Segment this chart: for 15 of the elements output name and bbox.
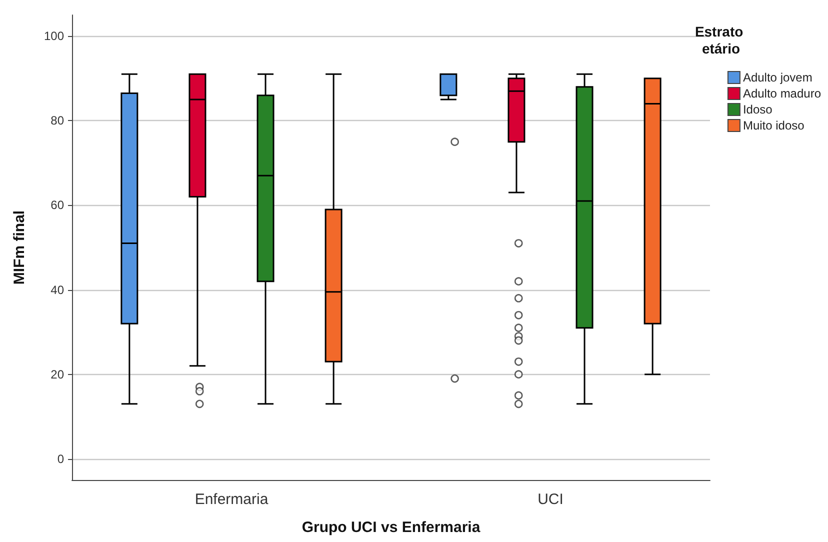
x-tick-label: Enfermaria: [194, 491, 269, 508]
legend-label: Muito idoso: [742, 118, 805, 132]
y-tick-label: 40: [50, 282, 64, 297]
y-tick-label: 60: [50, 198, 64, 212]
legend-label: Adulto maduro: [742, 86, 822, 100]
legend-label: Idoso: [742, 102, 773, 116]
y-tick-label: 100: [44, 29, 64, 44]
legend-label: Adulto jovem: [742, 70, 812, 84]
y-tick-label: 20: [50, 367, 64, 382]
x-axis-title: Grupo UCI vs Enfermaria: [302, 519, 481, 536]
y-tick-label: 0: [57, 452, 64, 466]
y-axis-title: MIFm final: [11, 210, 28, 285]
x-tick-label: UCI: [538, 491, 564, 508]
y-tick-label: 80: [50, 114, 64, 128]
legend-title: Estrato etário: [694, 24, 748, 56]
